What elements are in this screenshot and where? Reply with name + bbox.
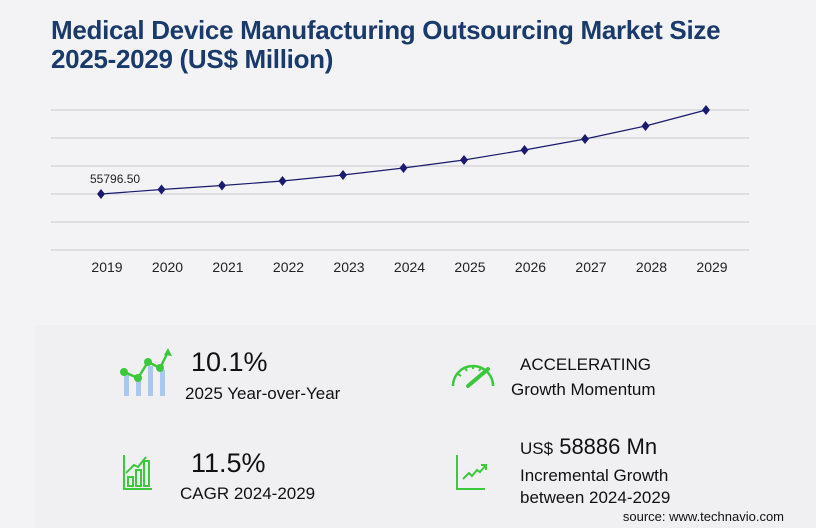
data-point-2021 [218,180,226,191]
x-tick-label: 2023 [333,259,364,275]
x-tick-label: 2028 [636,259,667,275]
incremental-label-1: Incremental Growth [520,466,669,485]
source-text: source: www.technavio.com [622,509,784,524]
data-point-2025 [460,155,468,166]
data-point-2023 [339,170,347,181]
data-point-2019 [97,189,105,200]
chart-title: Medical Device Manufacturing Outsourcing… [51,15,721,74]
x-tick-label: 2020 [152,259,183,275]
data-point-2022 [278,176,287,187]
data-point-2029 [702,105,710,115]
x-tick-label: 2026 [515,259,546,275]
yoy-label: 2025 Year-over-Year [185,384,341,403]
x-tick-label: 2027 [575,259,606,275]
x-tick-label: 2024 [394,259,425,275]
x-tick-label: 2022 [273,259,304,275]
x-tick-label: 2021 [212,259,243,275]
cagr-label: CAGR 2024-2029 [180,484,316,503]
x-tick-label: 2029 [696,259,727,275]
data-point-2024 [399,163,408,174]
data-point-2026 [520,145,529,156]
momentum-value: ACCELERATING [520,355,651,374]
x-tick-label: 2025 [454,259,485,275]
growth-chart-icon [120,348,172,396]
data-point-2028 [641,121,650,132]
yoy-value: 10.1% [191,347,268,377]
cagr-value: 11.5% [191,448,266,478]
line-chart: 2019 55796.50 2020 2021 2022 2023 2024 2025 2026… [51,105,749,275]
incremental-value: US$ 58886 Mn [520,434,658,459]
data-label: 55796.50 [90,172,140,186]
bar-growth-icon [123,455,152,490]
series-line [100,109,707,195]
x-tick-label: 2019 [91,259,122,275]
incremental-label-2: between 2024-2029 [520,488,671,507]
momentum-label: Growth Momentum [511,380,656,399]
trend-up-icon [456,455,487,490]
speedometer-icon [451,364,495,388]
data-point-2027 [581,134,589,145]
data-point-2020 [157,184,166,195]
